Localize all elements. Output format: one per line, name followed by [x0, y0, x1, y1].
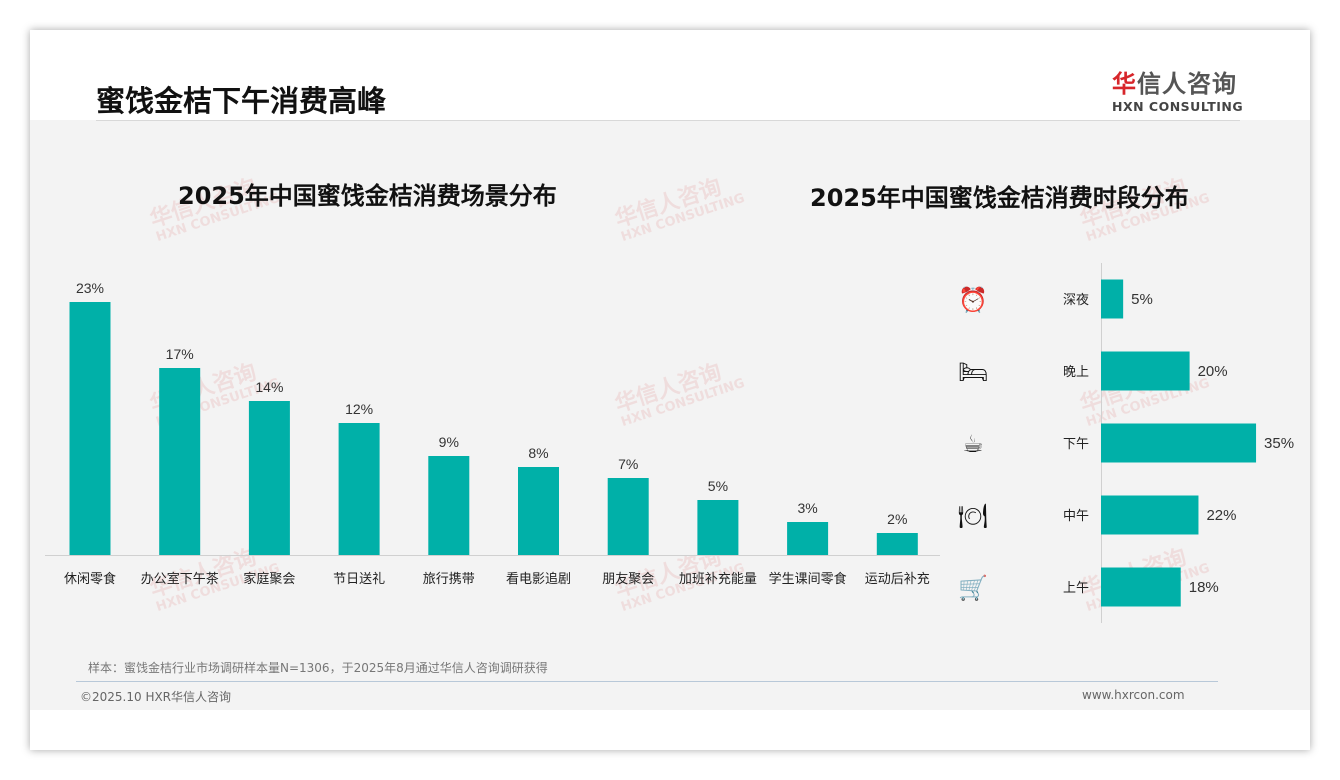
bar [787, 522, 829, 555]
logo: 华信人咨询 HXN CONSULTING [1112, 64, 1243, 114]
data-label: 7% [618, 456, 638, 472]
copyright: ©2025.10 HXR华信人咨询 [80, 690, 232, 704]
content-panel [30, 120, 1310, 710]
category-label: 加班补充能量 [679, 571, 757, 587]
sample-note: 样本：蜜饯金桔行业市场调研样本量N=1306，于2025年8月通过华信人咨询调研… [88, 661, 548, 675]
bar [518, 467, 559, 555]
footer-divider [76, 681, 1218, 682]
bar [1101, 279, 1124, 319]
category-label: 运动后补充 [865, 571, 930, 587]
data-label: 14% [255, 379, 283, 395]
data-label: 22% [1206, 507, 1236, 524]
data-label: 5% [708, 478, 728, 494]
bar [338, 423, 380, 555]
data-label: 8% [528, 445, 548, 461]
bar [1101, 423, 1257, 463]
category-label: 家庭聚会 [243, 571, 295, 587]
bar [876, 533, 918, 555]
data-label: 5% [1131, 291, 1153, 308]
bed-icon: 🛏 [958, 358, 988, 386]
time-chart-title: 2025年中国蜜饯金桔消费时段分布 [810, 184, 1189, 212]
title-divider [96, 120, 1240, 121]
alarm-clock-icon: ⏰ [958, 285, 988, 314]
data-label: 23% [76, 280, 104, 296]
category-label: 看电影追剧 [506, 571, 571, 587]
page-title: 蜜饯金桔下午消费高峰 [96, 84, 387, 118]
category-label: 学生课间零食 [769, 571, 847, 587]
data-label: 18% [1189, 579, 1219, 596]
bar [1101, 567, 1181, 607]
logo-cn: 华信人咨询 [1112, 70, 1237, 98]
category-label: 上午 [1063, 581, 1089, 596]
website: www.hxrcon.com [1082, 688, 1185, 702]
scene-chart-title: 2025年中国蜜饯金桔消费场景分布 [178, 182, 557, 210]
data-label: 20% [1198, 363, 1228, 380]
category-label: 下午 [1063, 437, 1089, 452]
bar [607, 478, 649, 555]
bar [697, 500, 739, 555]
bar [428, 456, 470, 555]
category-label: 节日送礼 [333, 571, 385, 587]
bar [1101, 495, 1199, 535]
logo-en: HXN CONSULTING [1112, 99, 1244, 114]
bar [159, 368, 201, 555]
data-label: 17% [166, 346, 194, 362]
plate-cutlery-icon: 🍽 [958, 502, 988, 530]
data-label: 12% [345, 401, 373, 417]
bar [69, 302, 111, 555]
data-label: 9% [439, 434, 459, 450]
category-label: 休闲零食 [64, 571, 116, 587]
coffee-cup-icon: ☕ [962, 430, 984, 458]
category-label: 朋友聚会 [602, 571, 654, 587]
data-label: 35% [1264, 435, 1294, 452]
slide: 蜜饯金桔下午消费高峰 华信人咨询 HXN CONSULTING [30, 30, 1310, 750]
data-label: 3% [797, 500, 817, 516]
category-label: 办公室下午茶 [141, 571, 219, 587]
data-label: 2% [887, 511, 907, 527]
bar [1101, 351, 1190, 391]
category-label: 旅行携带 [423, 571, 475, 587]
category-label: 深夜 [1063, 293, 1089, 308]
shopping-cart-icon: 🛒 [958, 574, 988, 602]
category-label: 中午 [1063, 509, 1089, 524]
bar [248, 401, 290, 555]
category-label: 晚上 [1063, 365, 1089, 380]
